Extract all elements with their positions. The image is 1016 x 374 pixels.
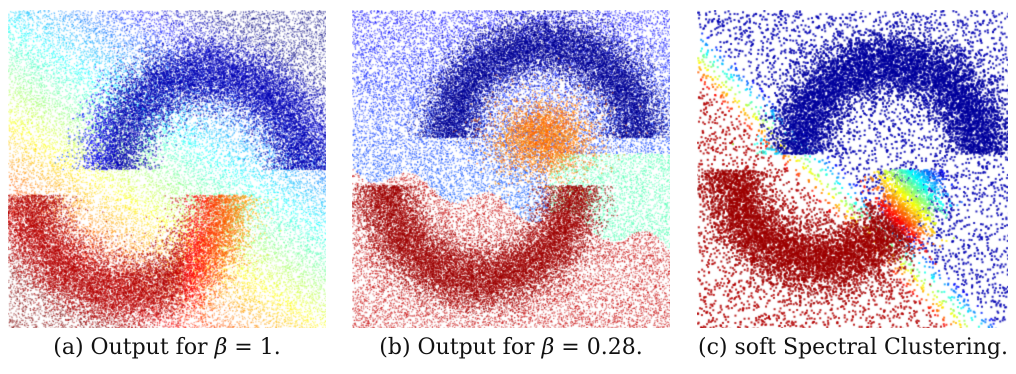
caption-b: (b) Output for β = 0.28. bbox=[379, 335, 643, 360]
scatter-canvas-b bbox=[352, 10, 670, 328]
figure-c-scatter bbox=[697, 10, 1008, 328]
caption-c: (c) soft Spectral Clustering. bbox=[698, 335, 1008, 360]
scatter-canvas-c bbox=[697, 10, 1008, 328]
scatter-canvas-a bbox=[8, 10, 326, 328]
figure-a-scatter bbox=[8, 10, 326, 328]
caption-a: (a) Output for β = 1. bbox=[53, 335, 281, 360]
figure-b-scatter bbox=[352, 10, 670, 328]
